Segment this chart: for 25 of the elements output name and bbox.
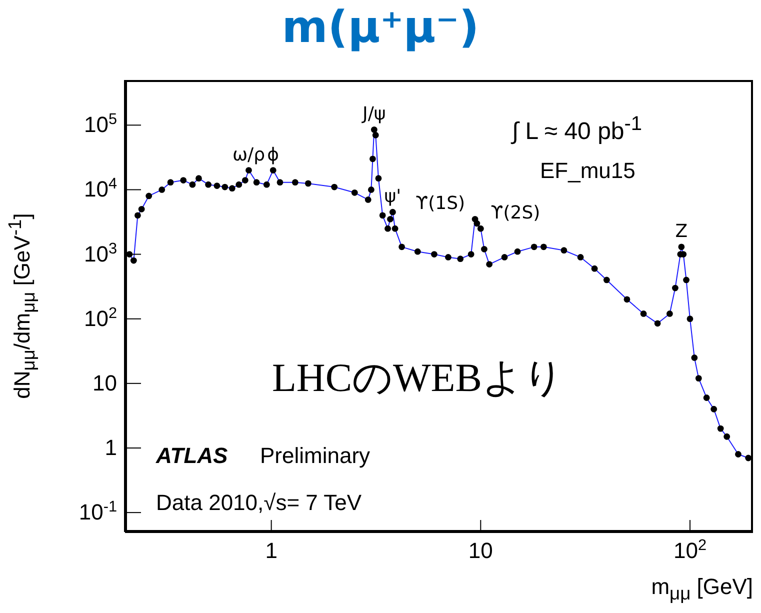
y-tick-label: 10 [92, 370, 117, 396]
chart-title: m(μ⁺μ⁻) [280, 2, 480, 53]
annotation: ϒ(2S) [490, 202, 540, 224]
x-tick-label: 10$^{2}$ [673, 536, 707, 563]
y-tick-label: 10$^{-1}$ [78, 498, 117, 525]
y-tick-label: 10$^{4}$ [84, 175, 118, 202]
y-tick-label: 10$^{3}$ [84, 240, 117, 266]
annotation: ϒ(1S) [416, 193, 466, 214]
x-axis-title: m$_{μμ}$ [GeV] [651, 574, 753, 604]
annotation: ω/ρ [232, 144, 266, 166]
annotation: Preliminary [260, 443, 370, 469]
annotation: Z [675, 220, 688, 242]
annotation: J/ψ [362, 104, 386, 125]
annotation: EF_mu15 [540, 158, 636, 184]
y-tick-label: 10$^{2}$ [84, 304, 117, 331]
x-tick-label: 1 [265, 538, 278, 563]
x-tick-label: 10 [468, 538, 493, 563]
annotation: ATLAS [156, 443, 228, 469]
annotation: Data 2010,√s= 7 TeV [156, 490, 362, 516]
y-tick-label: 10$^{5}$ [84, 110, 117, 138]
annotation: ϕ [267, 144, 280, 166]
annotation: ψ' [384, 186, 402, 208]
y-tick-label: 1 [104, 434, 117, 460]
annotation: LHCのWEBより [272, 354, 564, 402]
annotation: ∫ L ≈ 40 pb$^{-1}$ [512, 113, 642, 146]
